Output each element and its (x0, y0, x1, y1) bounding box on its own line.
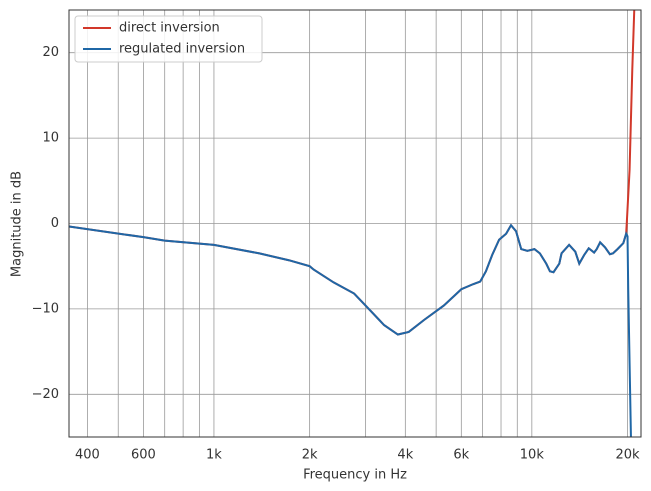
legend-label: direct inversion (119, 21, 220, 36)
y-tick-label: 0 (51, 216, 59, 231)
y-tick-label: −20 (32, 387, 59, 402)
y-axis-label: Magnitude in dB (10, 171, 25, 277)
y-tick-label: 10 (42, 131, 59, 146)
series (69, 223, 632, 437)
x-tick-label: 20k (615, 448, 640, 463)
x-tick-label: 2k (302, 448, 318, 463)
line (69, 223, 632, 437)
x-tick-label: 10k (520, 448, 545, 463)
x-tick-label: 400 (75, 448, 100, 463)
y-tick-label: −10 (32, 301, 59, 316)
x-axis-label: Frequency in Hz (303, 468, 407, 483)
x-tick-label: 4k (397, 448, 413, 463)
x-tick-label: 600 (131, 448, 156, 463)
plot-frame (68, 9, 642, 438)
x-tick-label: 1k (206, 448, 222, 463)
x-tick-label: 6k (453, 448, 469, 463)
y-tick-label: 20 (42, 45, 59, 60)
legend-box (74, 15, 263, 63)
legend-label: regulated inversion (119, 42, 245, 57)
